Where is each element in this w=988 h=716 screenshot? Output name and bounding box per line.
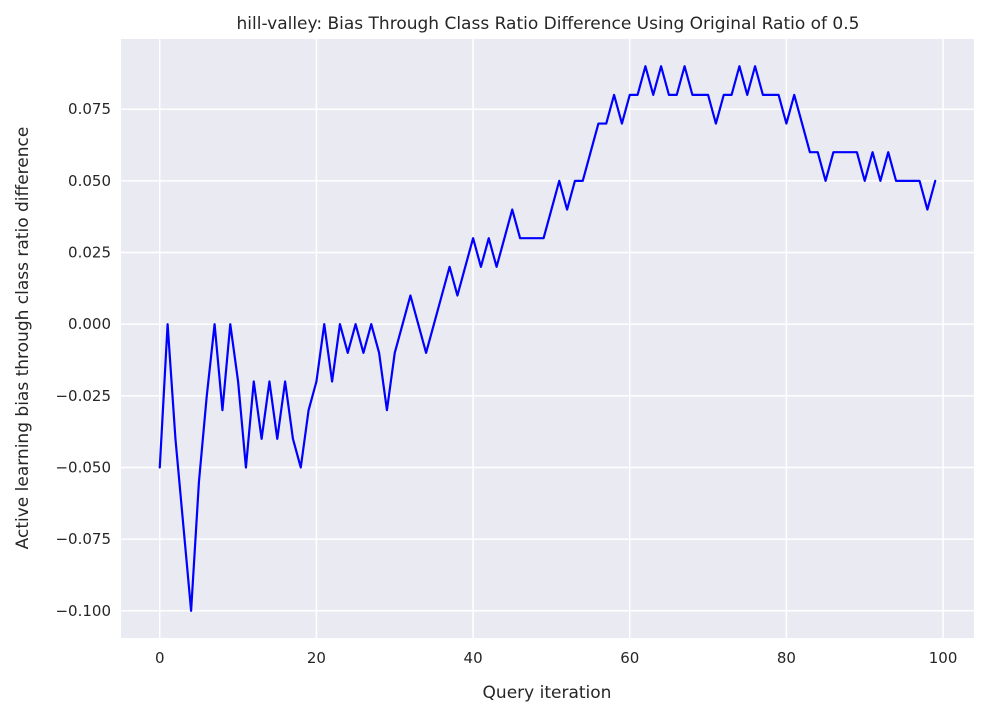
chart-title: hill-valley: Bias Through Class Ratio Di…: [237, 14, 860, 34]
y-tick-label: 0.050: [68, 172, 111, 190]
x-tick-label: 20: [307, 649, 326, 667]
x-axis-ticks: 0 20 40 60 80 100: [155, 649, 957, 667]
series-line: [158, 65, 937, 612]
x-tick-label: 40: [464, 649, 483, 667]
plot-area: [121, 39, 974, 638]
y-tick-label: 0.075: [68, 100, 111, 118]
x-tick-label: 80: [777, 649, 796, 667]
grid-lines: [121, 39, 974, 638]
y-tick-label: −0.050: [55, 458, 111, 476]
series-group: [158, 65, 937, 612]
y-tick-label: −0.100: [55, 602, 111, 620]
y-tick-label: 0.000: [68, 315, 111, 333]
y-tick-label: 0.025: [68, 244, 111, 262]
x-axis-label: Query iteration: [483, 683, 612, 703]
y-tick-label: −0.025: [55, 387, 111, 405]
y-tick-label: −0.075: [55, 530, 111, 548]
x-tick-label: 0: [155, 649, 165, 667]
y-axis-label: Active learning bias through class ratio…: [13, 127, 33, 550]
y-axis-ticks: −0.100 −0.075 −0.050 −0.025 0.000 0.025 0.050 0…: [55, 100, 111, 620]
x-tick-label: 60: [620, 649, 639, 667]
x-tick-label: 100: [929, 649, 958, 667]
